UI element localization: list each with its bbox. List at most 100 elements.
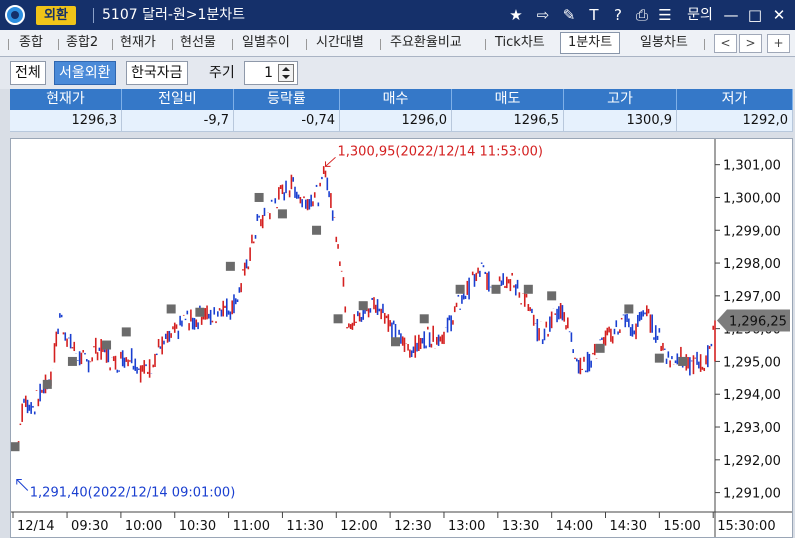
tab-hourly[interactable]: 시간대별 [316,35,364,50]
tab-tick-chart[interactable]: Tick차트 [495,35,545,50]
tab-divider [704,39,705,50]
favorite-star-icon[interactable]: ★ [509,6,523,24]
minute-chart[interactable]: 1,291,00 1,292,00 1,293,00 1,294,00 1,295,00… [11,139,792,537]
series-marker [277,209,287,219]
link-export-icon[interactable]: ⇨ [536,6,550,24]
period-value: 1 [264,65,273,81]
series-marker [67,356,77,366]
period-label: 주기 [209,65,235,81]
filter-all-button[interactable]: 전체 [10,61,46,85]
value-change: -9,7 [122,110,234,132]
list-menu-icon[interactable]: ☰ [658,6,672,24]
y-tick-label: 1,301,00 [723,159,781,174]
value-high: 1300,9 [564,110,677,132]
text-icon[interactable]: T [589,6,599,24]
tab-divider [232,39,233,50]
tab-summary-2[interactable]: 종합2 [66,35,99,50]
series-marker [624,304,634,314]
tab-divider [8,39,9,50]
title-bar: 외환 5107 달러-원>1분차트 ★ ⇨ ✎ T ? ⎙ ☰ 문의 — □ ✕ [0,0,795,30]
y-tick-label: 1,300,00 [723,191,781,206]
x-tick-label: 11:00 [233,519,270,534]
y-tick-label: 1,297,00 [723,290,781,305]
series-marker [547,291,557,301]
series-marker [166,304,176,314]
header-ask: 매도 [452,89,564,110]
x-tick-label: 12:30 [394,519,431,534]
tab-summary[interactable]: 종합 [19,35,43,50]
tab-divider [306,39,307,50]
app-logo-icon [5,5,25,25]
header-bid: 매수 [340,89,452,110]
tab-add-button[interactable]: + [767,34,790,53]
x-tick-label: 14:30 [610,519,647,534]
series-marker [523,284,533,294]
x-tick-label: 10:30 [179,519,216,534]
help-icon[interactable]: ? [614,6,622,24]
tab-1min-chart[interactable]: 1분차트 [560,32,621,54]
pen-icon[interactable]: ✎ [562,6,576,24]
series-marker [102,340,112,350]
y-tick-label: 1,299,00 [723,224,781,239]
tab-next-button[interactable]: > [739,34,762,53]
header-change-rate: 등락률 [234,89,340,110]
series-marker [42,379,52,389]
y-tick-label: 1,293,00 [723,421,781,436]
header-high: 고가 [564,89,677,110]
tab-divider [112,39,113,50]
tab-prev-button[interactable]: < [714,34,737,53]
inquiry-button[interactable]: 문의 [687,7,713,23]
y-tick-label: 1,295,00 [723,355,781,370]
x-tick-label: 15:30:00 [717,519,775,534]
x-tick-label: 12:00 [340,519,377,534]
high-arrow [325,156,336,167]
print-icon[interactable]: ⎙ [635,6,648,24]
high-arrow-head [325,161,331,167]
tab-fx-compare[interactable]: 주요환율비교 [390,35,462,50]
x-tick-label: 11:30 [286,519,323,534]
filter-seoul-fx-button[interactable]: 서울외환 [54,61,116,85]
filter-korea-money-button[interactable]: 한국자금 [126,61,188,85]
category-badge: 외환 [36,6,76,25]
tab-divider [485,39,486,50]
period-spinner[interactable]: 1 [244,61,298,85]
tab-daily-chart[interactable]: 일봉차트 [640,35,688,50]
value-ask: 1296,5 [452,110,564,132]
y-tick-label: 1,294,00 [723,388,781,403]
x-tick-label: 10:00 [125,519,162,534]
x-tick-label: 15:00 [663,519,700,534]
series-marker [333,314,343,324]
x-tick-label: 14:00 [556,519,593,534]
window-title: 5107 달러-원>1분차트 [102,7,246,23]
tab-bar: 종합 종합2 현재가 현선물 일별추이 시간대별 주요환율비교 Tick차트 1… [0,30,795,57]
high-annotation: 1,300,95(2022/12/14 11:53:00) [338,144,543,159]
minimize-icon[interactable]: — [723,6,739,24]
tab-divider [172,39,173,50]
x-tick-label: 13:00 [448,519,485,534]
filter-bar: 전체 서울외환 한국자금 주기 1 [0,57,795,89]
value-low: 1292,0 [677,110,793,132]
low-arrow [16,479,29,491]
quote-table: 현재가 전일비 등락률 매수 매도 고가 저가 1296,3 -9,7 -0,7… [10,89,793,132]
tab-current-price[interactable]: 현재가 [120,35,156,50]
spinner-arrows-icon[interactable] [278,64,294,82]
series-marker [121,327,131,337]
header-current-price: 현재가 [10,89,122,110]
tab-spot-futures[interactable]: 현선물 [180,35,216,50]
value-change-rate: -0,74 [234,110,340,132]
series-marker [225,261,235,271]
close-icon[interactable]: ✕ [772,6,786,24]
series-marker [654,353,664,363]
series-marker [195,307,205,317]
series-marker [254,192,264,202]
y-tick-label: 1,298,00 [723,257,781,272]
maximize-icon[interactable]: □ [747,6,763,24]
tab-daily-trend[interactable]: 일별추이 [242,35,290,50]
x-tick-label: 12/14 [17,519,54,534]
x-tick-label: 09:30 [71,519,108,534]
series-marker [312,225,322,235]
value-current-price: 1296,3 [10,110,122,132]
series-marker [358,301,368,311]
current-price-tag [717,309,790,332]
chart-panel[interactable]: 1,291,00 1,292,00 1,293,00 1,294,00 1,295,00… [10,138,793,538]
